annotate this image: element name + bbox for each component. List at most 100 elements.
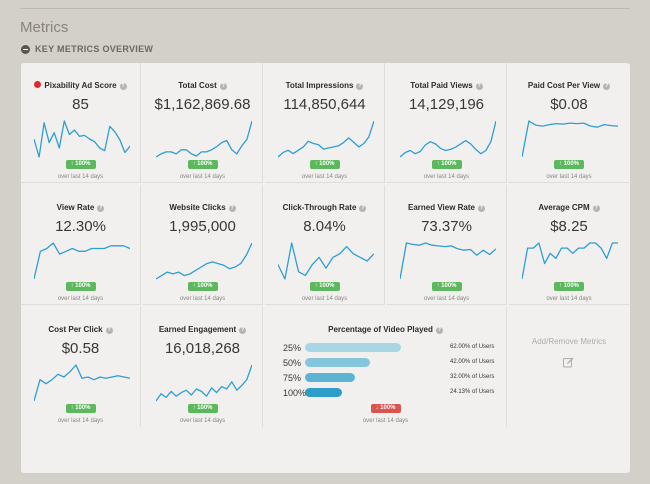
sparkline-path: [156, 242, 252, 280]
sparkline-path: [278, 242, 374, 280]
sparkline: [34, 364, 130, 402]
sparkline-path: [34, 120, 130, 158]
period-label: over last 14 days: [57, 418, 104, 424]
metric-tile-percentage-video-played[interactable]: Percentage of Video Played? 25% 62.00% o…: [265, 307, 507, 427]
add-remove-metrics-label[interactable]: Add/Remove Metrics: [531, 337, 607, 346]
arrow-down-icon: ↓: [375, 405, 379, 411]
change-badge: ↑ 100%: [431, 282, 462, 291]
metric-tile-earned-view-rate[interactable]: Earned View Rate? 73.37% ↑ 100% over las…: [387, 185, 507, 305]
period-label: over last 14 days: [362, 418, 409, 424]
period-label: over last 14 days: [423, 296, 470, 302]
tile-value: 14,129,196: [408, 96, 485, 113]
change-badge: ↑ 100%: [309, 160, 340, 169]
sparkline: [156, 120, 252, 158]
change-badge: ↑ 100%: [187, 160, 218, 169]
help-icon[interactable]: ?: [603, 83, 611, 90]
help-icon[interactable]: ?: [97, 205, 105, 212]
arrow-up-icon: ↑: [192, 283, 196, 289]
section-title: KEY METRICS OVERVIEW: [35, 44, 154, 54]
tile-value: 114,850,644: [283, 96, 366, 113]
users-label: 42.00% of Users: [450, 359, 495, 365]
tile-value: 8.04%: [303, 218, 346, 235]
sparkline: [522, 242, 618, 280]
arrow-up-icon: ↑: [70, 405, 74, 411]
page-title: Metrics: [20, 19, 69, 36]
metric-tile-click-through-rate[interactable]: Click-Through Rate? 8.04% ↑ 100% over la…: [265, 185, 385, 305]
period-label: over last 14 days: [179, 174, 226, 180]
sparkline: [156, 242, 252, 280]
metric-tile-total-paid-views[interactable]: Total Paid Views? 14,129,196 ↑ 100% over…: [387, 63, 507, 183]
period-label: over last 14 days: [423, 174, 470, 180]
tile-title: Cost Per Click: [48, 325, 103, 334]
help-icon[interactable]: ?: [359, 205, 367, 212]
tile-title: View Rate: [56, 203, 95, 212]
metric-tile-earned-engagement[interactable]: Earned Engagement? 16,018,268 ↑ 100% ove…: [143, 307, 263, 427]
score-status-dot: [34, 81, 42, 88]
period-label: over last 14 days: [546, 174, 592, 180]
tile-value: $0.08: [550, 96, 588, 113]
arrow-up-icon: ↑: [436, 161, 440, 167]
metric-tile-view-rate[interactable]: View Rate? 12.30% ↑ 100% over last 14 da…: [21, 185, 141, 305]
sparkline-path: [400, 120, 496, 158]
tile-value: 1,995,000: [169, 218, 236, 235]
change-badge: ↑ 100%: [65, 160, 96, 169]
sparkline-path: [522, 242, 618, 280]
help-icon[interactable]: ?: [219, 83, 227, 90]
change-badge: ↑ 100%: [553, 282, 585, 291]
period-label: over last 14 days: [179, 296, 226, 302]
arrow-up-icon: ↑: [558, 283, 562, 289]
help-icon[interactable]: ?: [119, 83, 127, 90]
help-icon[interactable]: ?: [592, 205, 600, 212]
change-badge: ↑ 100%: [65, 282, 96, 291]
sparkline-path: [522, 120, 618, 158]
help-icon[interactable]: ?: [239, 327, 247, 334]
bar: [305, 358, 370, 367]
sparkline: [522, 120, 618, 158]
period-label: over last 14 days: [179, 418, 226, 424]
help-icon[interactable]: ?: [105, 327, 113, 334]
help-icon[interactable]: ?: [228, 205, 236, 212]
help-icon[interactable]: ?: [356, 83, 364, 90]
sparkline-path: [34, 242, 130, 280]
video-bar-row: 75%: [283, 372, 355, 383]
arrow-up-icon: ↑: [70, 283, 74, 289]
bar: [305, 343, 401, 352]
metric-tile-average-cpm[interactable]: Average CPM? $8.25 ↑ 100% over last 14 d…: [509, 185, 629, 305]
bar-label: 75%: [283, 372, 302, 383]
metric-tile-cost-per-click[interactable]: Cost Per Click? $0.58 ↑ 100% over last 1…: [21, 307, 141, 427]
metrics-panel: Pixability Ad Score? 85 ↑ 100% over last…: [21, 63, 630, 473]
change-badge: ↑ 100%: [65, 404, 96, 413]
sparkline-path: [34, 364, 130, 402]
help-icon[interactable]: ?: [475, 83, 483, 90]
tile-value: $0.58: [61, 340, 100, 357]
video-bar-row: 100%: [283, 387, 342, 398]
period-label: over last 14 days: [57, 174, 104, 180]
help-icon[interactable]: ?: [435, 327, 443, 334]
arrow-up-icon: ↑: [192, 405, 196, 411]
tile-value: $1,162,869.68: [154, 96, 251, 113]
sparkline: [278, 120, 374, 158]
metric-tile-total-impressions[interactable]: Total Impressions? 114,850,644 ↑ 100% ov…: [265, 63, 385, 183]
collapse-icon[interactable]: [21, 44, 30, 54]
sparkline-path: [400, 242, 496, 280]
sparkline: [156, 364, 252, 402]
tile-title: Paid Cost Per View: [527, 81, 601, 90]
bar-label: 100%: [283, 387, 307, 398]
metric-tile-pixability-ad-score[interactable]: Pixability Ad Score? 85 ↑ 100% over last…: [21, 63, 141, 183]
tile-value: 73.37%: [421, 218, 472, 235]
tile-value: $8.25: [550, 218, 588, 235]
metric-tile-website-clicks[interactable]: Website Clicks? 1,995,000 ↑ 100% over la…: [143, 185, 263, 305]
bar-label: 25%: [283, 342, 302, 353]
users-label: 24.13% of Users: [450, 389, 495, 395]
section-header[interactable]: KEY METRICS OVERVIEW: [21, 44, 153, 54]
metric-tile-total-cost[interactable]: Total Cost? $1,162,869.68 ↑ 100% over la…: [143, 63, 263, 183]
metric-tile-paid-cost-per-view[interactable]: Paid Cost Per View? $0.08 ↑ 100% over la…: [509, 63, 629, 183]
change-badge: ↑ 100%: [431, 160, 462, 169]
change-badge: ↑ 100%: [187, 404, 218, 413]
sparkline: [34, 242, 130, 280]
edit-icon[interactable]: [563, 357, 574, 368]
add-remove-metrics-tile[interactable]: Add/Remove Metrics: [509, 307, 629, 427]
help-icon[interactable]: ?: [478, 205, 485, 212]
arrow-up-icon: ↑: [70, 161, 74, 167]
tile-title: Average CPM: [538, 203, 590, 212]
